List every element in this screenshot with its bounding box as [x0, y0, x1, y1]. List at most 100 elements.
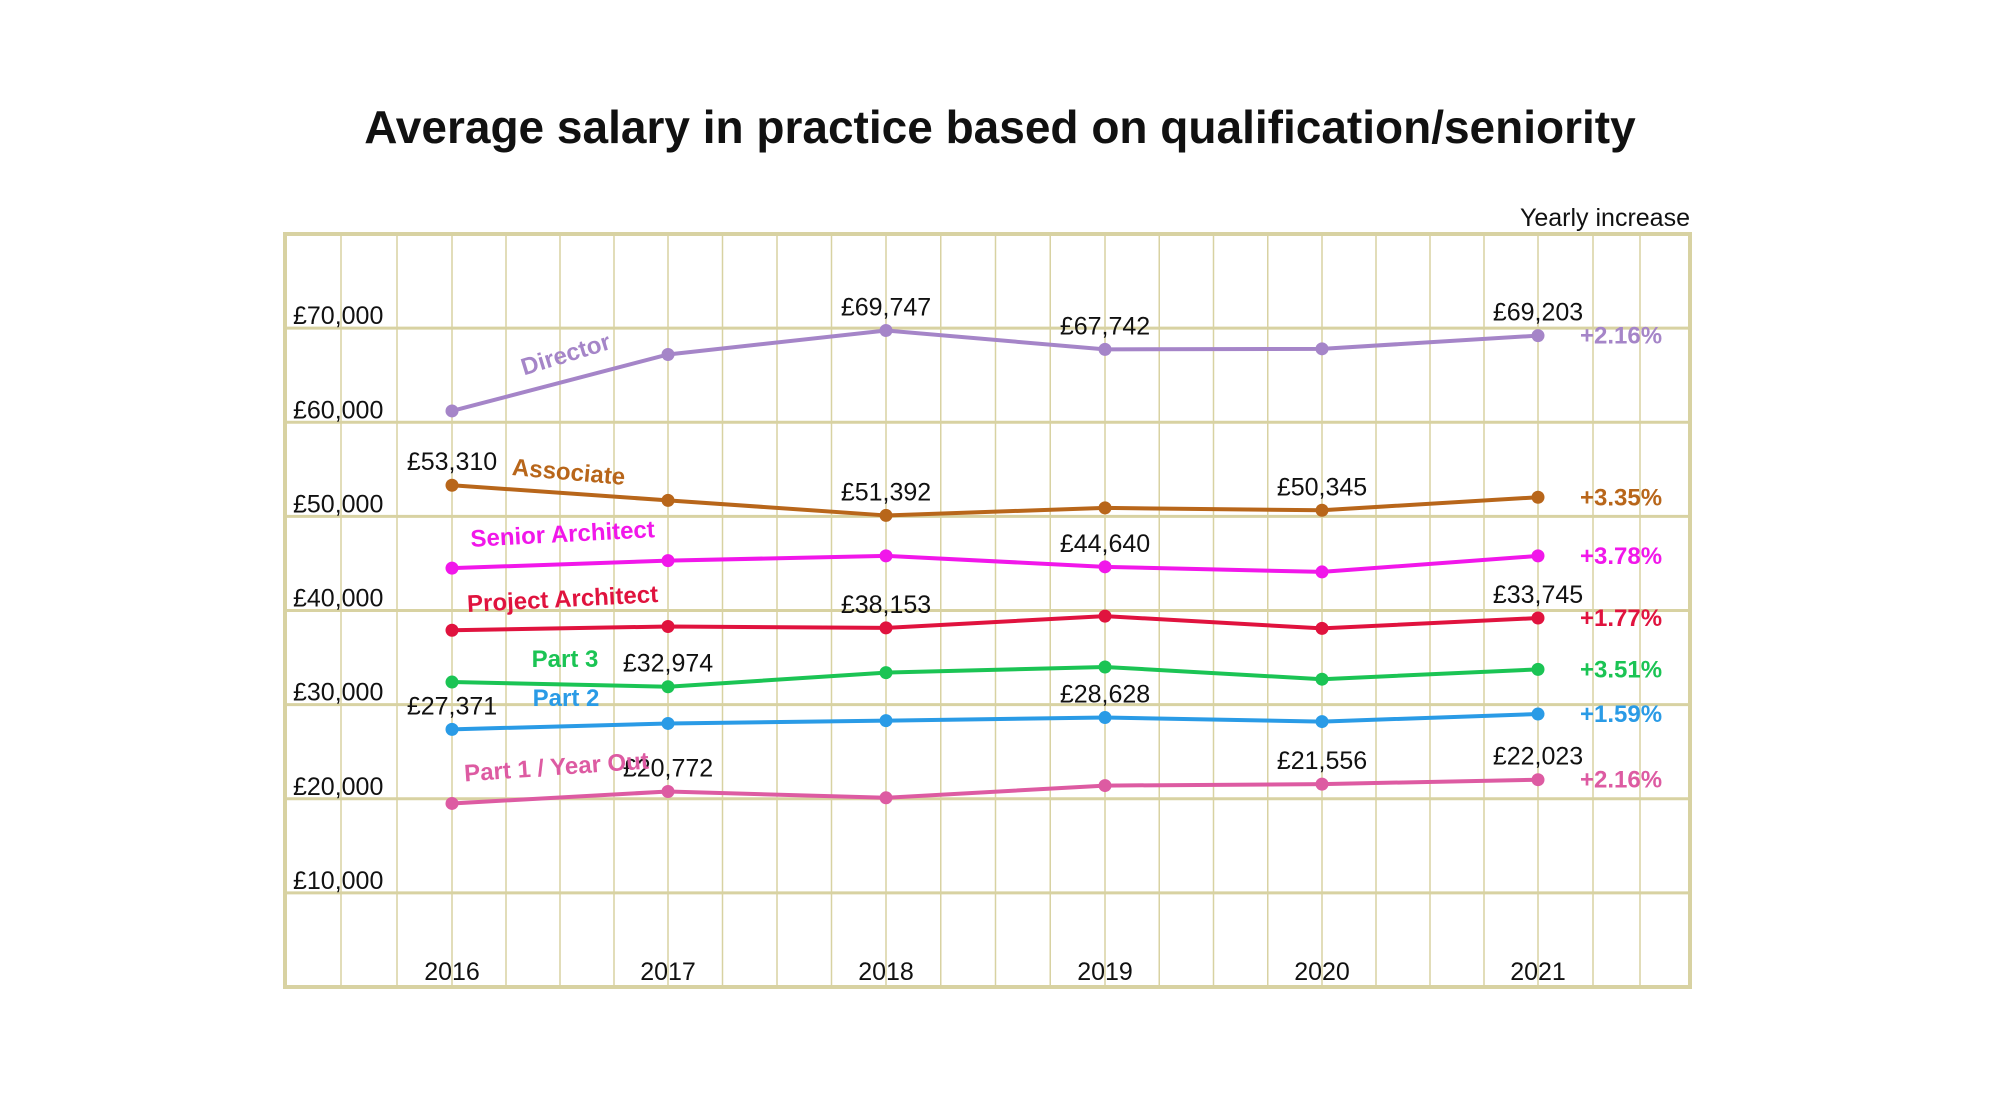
series-line	[451, 614, 1539, 633]
axis-tick-labels: £10,000 £20,000 £30,000 £40,000 £50,000 £60,0…	[293, 302, 1566, 986]
chart-grid	[283, 232, 1692, 989]
data-point	[1531, 707, 1545, 721]
y-tick-label: £10,000	[293, 867, 383, 895]
data-point	[1531, 611, 1545, 625]
y-tick-label: £60,000	[293, 396, 383, 424]
series-senior-architect: £44,640 Senior Architect +3.78%	[445, 516, 1662, 579]
data-point	[661, 493, 675, 507]
series-name-label: Part 1 / Year Out	[463, 748, 649, 788]
yearly-increase-label: +2.16%	[1580, 323, 1662, 350]
series-project-architect: £38,153 £33,745 Project Architect +1.77%	[445, 581, 1662, 637]
series-line	[451, 328, 1539, 413]
data-point	[445, 561, 459, 575]
data-label: £20,772	[623, 754, 713, 782]
data-point	[1315, 621, 1329, 635]
yearly-increase-label: +2.16%	[1580, 767, 1662, 794]
data-point	[1315, 342, 1329, 356]
data-label: £38,153	[841, 591, 931, 619]
x-tick-label: 2020	[1294, 958, 1350, 986]
data-point	[879, 549, 893, 563]
yearly-increase-title: Yearly increase	[1520, 204, 1690, 232]
yearly-increase-label: +3.51%	[1580, 656, 1662, 683]
y-tick-label: £20,000	[293, 773, 383, 801]
data-point	[661, 347, 675, 361]
yearly-increase-label: +3.35%	[1580, 484, 1662, 511]
x-tick-label: 2017	[640, 958, 696, 986]
data-point	[879, 508, 893, 522]
series-associate: £53,310 £51,392 £50,345 Associate +3.35%	[407, 448, 1662, 522]
data-point	[1531, 490, 1545, 504]
data-point	[879, 324, 893, 338]
chart-title: Average salary in practice based on qual…	[364, 101, 1636, 153]
data-label: £44,640	[1060, 530, 1150, 558]
series-part-3: £32,974 Part 3 +3.51%	[445, 646, 1662, 694]
data-label: £28,628	[1060, 681, 1150, 709]
data-label: £22,023	[1493, 743, 1583, 771]
data-point	[1531, 773, 1545, 787]
data-point	[1531, 662, 1545, 676]
data-point	[445, 722, 459, 736]
data-point	[1315, 503, 1329, 517]
data-point	[661, 554, 675, 568]
data-label: £53,310	[407, 448, 497, 476]
data-point	[661, 716, 675, 730]
data-point	[1531, 329, 1545, 343]
plot-frame	[283, 232, 1692, 989]
data-point	[1315, 565, 1329, 579]
data-point	[1098, 560, 1112, 574]
data-point	[1098, 660, 1112, 674]
data-point	[661, 620, 675, 634]
data-point	[445, 478, 459, 492]
data-point	[661, 680, 675, 694]
data-point	[445, 796, 459, 810]
yearly-increase-label: +3.78%	[1580, 543, 1662, 570]
data-point	[1098, 609, 1112, 623]
series-line	[451, 664, 1539, 689]
data-point	[1098, 342, 1112, 356]
data-point	[1315, 777, 1329, 791]
series-line	[451, 553, 1539, 574]
data-point	[879, 791, 893, 805]
y-tick-label: £70,000	[293, 302, 383, 330]
data-label: £67,742	[1060, 312, 1150, 340]
series-name-label: Project Architect	[466, 581, 658, 618]
data-point	[445, 675, 459, 689]
data-point	[1315, 672, 1329, 686]
data-point	[445, 404, 459, 418]
data-point	[1098, 711, 1112, 725]
yearly-increase-label: +1.77%	[1580, 605, 1662, 632]
y-tick-label: £40,000	[293, 585, 383, 613]
x-tick-label: 2016	[424, 958, 480, 986]
data-label: £51,392	[841, 478, 931, 506]
data-point	[879, 714, 893, 728]
data-point	[1098, 501, 1112, 515]
data-point	[445, 623, 459, 637]
series-name-label: Senior Architect	[470, 516, 656, 553]
series-name-label: Part 3	[532, 646, 599, 673]
data-label: £27,371	[407, 692, 497, 720]
yearly-increase-label: +1.59%	[1580, 701, 1662, 728]
data-point	[879, 621, 893, 635]
x-tick-label: 2021	[1510, 958, 1566, 986]
data-label: £69,203	[1493, 299, 1583, 327]
data-label: £21,556	[1277, 747, 1367, 775]
data-label: £33,745	[1493, 581, 1583, 609]
x-tick-label: 2019	[1077, 958, 1133, 986]
series-line	[451, 777, 1539, 806]
data-point	[1531, 549, 1545, 563]
series-line	[451, 483, 1539, 518]
data-point	[1098, 779, 1112, 793]
data-label: £69,747	[841, 294, 931, 322]
x-tick-label: 2018	[858, 958, 914, 986]
data-label: £32,974	[623, 650, 713, 678]
series-part-2: £27,371 £28,628 Part 2 +1.59%	[407, 681, 1662, 736]
series-name-label: Associate	[511, 454, 626, 491]
y-tick-label: £50,000	[293, 490, 383, 518]
data-point	[879, 666, 893, 680]
series-name-label: Part 2	[533, 685, 600, 712]
y-tick-label: £30,000	[293, 679, 383, 707]
series-line	[451, 712, 1539, 732]
